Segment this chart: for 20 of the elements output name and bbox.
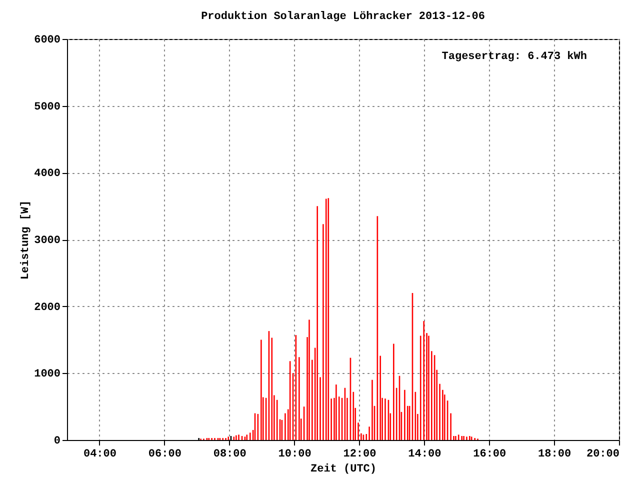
x-tick-label: 06:00 <box>148 448 182 460</box>
y-tick-label: 5000 <box>34 101 60 114</box>
x-tick-label: 18:00 <box>538 448 572 460</box>
x-axis-title: Zeit (UTC) <box>310 464 377 476</box>
x-tick-label: 20:00 <box>586 448 620 460</box>
x-tick-label: 08:00 <box>213 448 246 460</box>
y-tick-label: 0 <box>54 436 60 448</box>
y-tick-label: 4000 <box>34 168 60 180</box>
x-tick-label: 10:00 <box>278 448 312 460</box>
x-tick-label: 12:00 <box>343 448 376 460</box>
y-tick-label: 1000 <box>34 368 60 381</box>
y-tick-label: 2000 <box>34 302 60 314</box>
x-tick-label: 14:00 <box>408 448 442 460</box>
x-tick-label: 04:00 <box>83 448 116 460</box>
y-axis-title: Leistung [W] <box>20 200 32 280</box>
chart-title: Produktion Solaranlage Löhracker 2013-12-06 <box>201 11 485 23</box>
annotation: Tagesertrag: 6.473 kWh <box>442 51 587 63</box>
x-tick-label: 16:00 <box>473 448 506 460</box>
y-tick-label: 3000 <box>34 235 60 247</box>
y-tick-label: 6000 <box>34 34 60 46</box>
